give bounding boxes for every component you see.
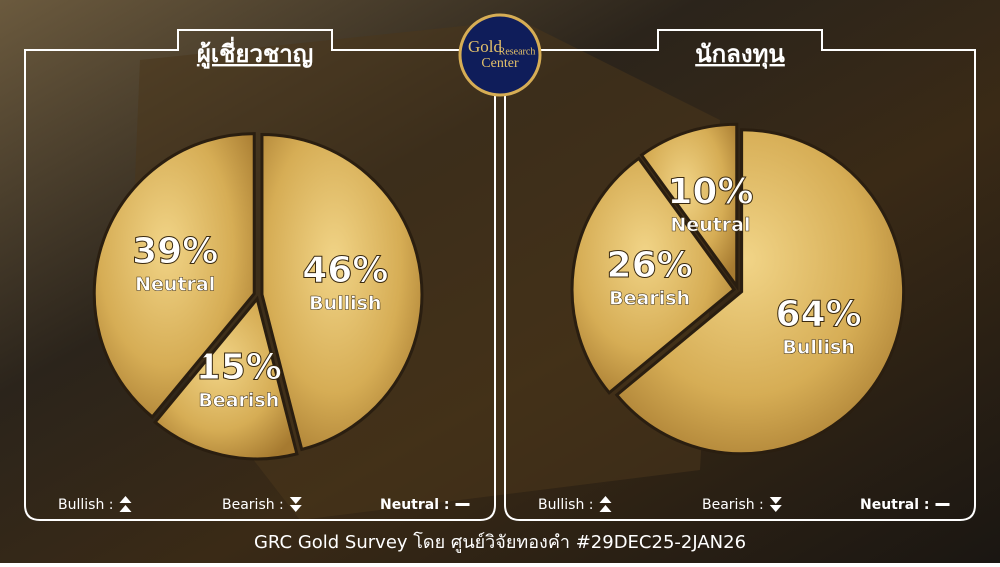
logo-text: Gold [468,37,503,56]
chart-title: นักลงทุน [695,40,785,70]
legend-label: Neutral : [380,497,450,513]
data-label: 26% [607,245,693,286]
legend-icon [119,496,132,512]
category-label: Bearish [198,389,279,411]
panel-right [504,29,976,521]
panel-left [24,29,496,521]
legend-label: Bullish : [58,497,113,513]
pie-slice [570,156,737,395]
logo-text: Center [481,56,519,71]
category-label: Bullish [309,292,381,314]
data-label: 39% [132,231,218,272]
chart-title: ผู้เชี่ยวชาญ [197,36,313,69]
legend-label: Bearish : [702,497,764,513]
category-label: Neutral [670,214,750,236]
footer: GRC Gold Survey โดย ศูนย์วิจัยทองคำ #29D… [254,531,746,553]
legend-label: Bearish : [222,497,284,513]
data-label: 10% [667,171,753,212]
data-label: 46% [302,250,388,291]
data-label: 64% [776,294,862,335]
legend-label: Bullish : [538,497,593,513]
pie-slice [614,128,906,456]
logo-badge [458,13,542,97]
legend-icon [289,497,302,512]
data-label: 15% [196,347,282,388]
legend-icon [599,496,612,512]
logo-text: Research [499,46,536,57]
category-label: Neutral [135,274,215,296]
pie-slice [639,122,739,291]
pie-slice [92,132,256,420]
legend-icon [935,503,950,506]
pie-slice [153,295,299,461]
pie-slice [260,132,424,452]
category-label: Bearish [609,287,690,309]
legend-icon [769,497,782,512]
legend-icon [455,503,470,506]
category-label: Bullish [782,336,854,358]
legend-label: Neutral : [860,497,930,513]
